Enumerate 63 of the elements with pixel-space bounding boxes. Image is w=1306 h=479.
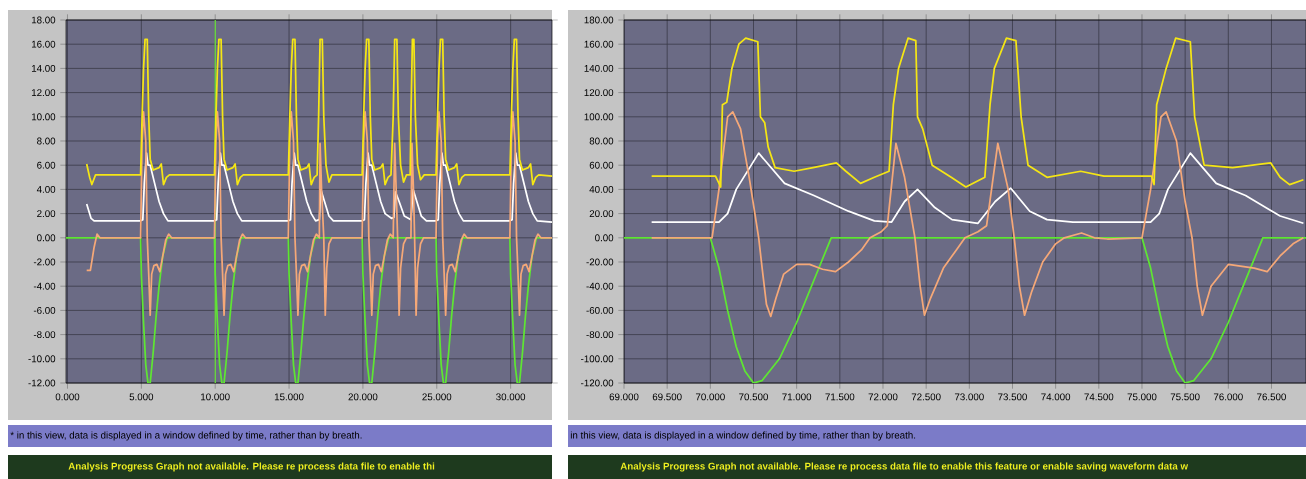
line-series (85, 38, 553, 186)
x-tick-label: 5.000 (129, 393, 154, 401)
y-tick-label: -8.00 (33, 331, 56, 339)
x-tick-label: 69.500 (652, 393, 682, 401)
y-tick-label: 8.00 (37, 137, 56, 145)
y-tick-label: 20.00 (589, 210, 614, 218)
x-tick-label: 20.000 (348, 393, 378, 401)
x-tick-label: 15.000 (274, 393, 304, 401)
x-tick-label: 69.000 (609, 393, 639, 401)
x-tick-label: 30.000 (496, 393, 526, 401)
x-tick-label: 72.000 (868, 393, 898, 401)
line-series (650, 111, 1305, 318)
x-tick-label: 73.000 (954, 393, 984, 401)
line-series (650, 152, 1305, 225)
y-tick-label: 16.00 (31, 40, 56, 48)
y-tick-label: 120.00 (584, 89, 614, 97)
y-tick-label: -6.00 (33, 306, 56, 314)
y-tick-label: 140.00 (584, 64, 614, 72)
y-tick-label: -4.00 (33, 282, 56, 290)
y-tick-label: 2.00 (37, 210, 56, 218)
y-tick-label: 12.00 (31, 89, 56, 97)
text: Analysis Progress Graph not available. Please re process data file to enable thi (68, 462, 435, 472)
x-tick-label: 71.500 (825, 393, 855, 401)
y-tick-label: 160.00 (584, 40, 614, 48)
x-tick-label: 72.500 (911, 393, 941, 401)
y-tick-label: 6.00 (37, 161, 56, 169)
y-tick-label: -2.00 (33, 258, 56, 266)
y-tick-label: -120.00 (581, 379, 614, 387)
y-tick-label: 14.00 (31, 64, 56, 72)
y-tick-label: 180.00 (584, 16, 614, 24)
y-tick-label: -40.00 (586, 282, 614, 290)
y-tick-label: -10.00 (28, 355, 56, 363)
y-tick-label: -80.00 (586, 331, 614, 339)
x-tick-label: 70.000 (695, 393, 725, 401)
y-tick-label: 10.00 (31, 113, 56, 121)
x-tick-label: 0.000 (55, 393, 80, 401)
x-tick-label: 73.500 (998, 393, 1027, 401)
y-tick-label: -60.00 (586, 306, 614, 314)
x-tick-label: 70.500 (739, 393, 768, 401)
y-tick-label: 40.00 (589, 185, 614, 193)
x-tick-label: 76.500 (1257, 393, 1286, 401)
x-tick-label: 10.000 (201, 393, 230, 401)
y-tick-label: 4.00 (36, 185, 56, 193)
x-tick-label: 74.000 (1041, 393, 1071, 401)
x-tick-label: 74.500 (1084, 393, 1114, 401)
y-tick-label: -12.00 (28, 379, 56, 387)
x-tick-label: 71.000 (782, 393, 812, 401)
text: * in this view, data is displayed in a window defined by time, rather than by breath. (10, 431, 362, 441)
y-tick-label: 0.00 (37, 234, 56, 242)
y-tick-label: -100.00 (581, 355, 614, 363)
y-tick-label: 60.00 (589, 161, 614, 169)
text: in this view, data is displayed in a window defined by time, rather than by breath. (570, 431, 916, 441)
x-tick-label: 76.000 (1213, 393, 1243, 401)
text: Analysis Progress Graph not available. Please re process data file to enable this feature or enable saving waveform data w (620, 462, 1189, 472)
line-series (650, 37, 1305, 188)
y-tick-label: 100.00 (584, 113, 614, 121)
y-tick-label: 0.00 (595, 234, 614, 242)
y-tick-label: 18.00 (31, 16, 56, 24)
x-tick-label: 75.500 (1170, 393, 1200, 401)
x-tick-label: 75.000 (1127, 393, 1157, 401)
y-tick-label: 80.00 (589, 137, 614, 145)
x-tick-label: 25.000 (422, 393, 452, 401)
y-tick-label: -20.00 (586, 258, 614, 266)
